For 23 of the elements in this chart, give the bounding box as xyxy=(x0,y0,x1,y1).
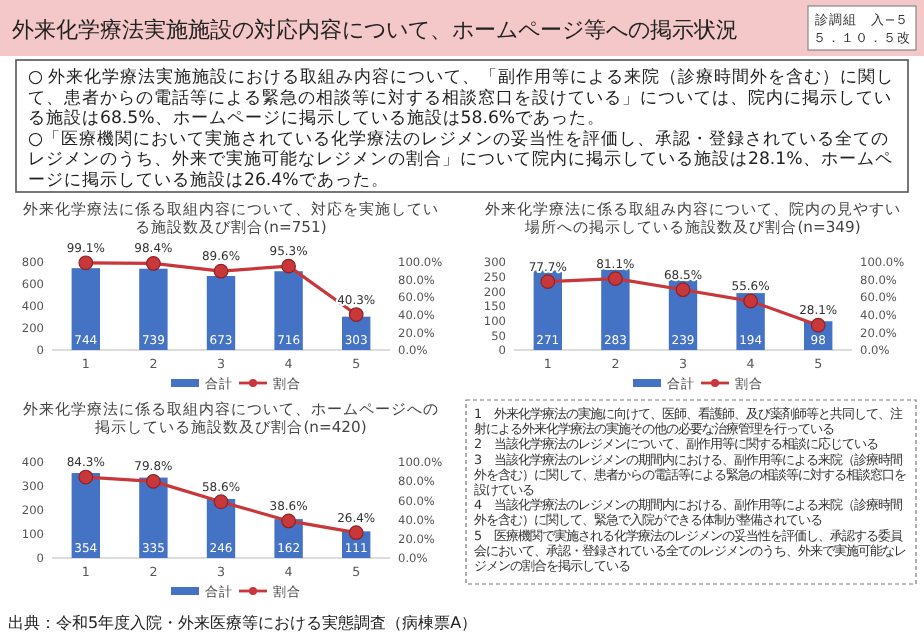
point xyxy=(810,317,826,333)
point xyxy=(348,525,364,541)
point xyxy=(608,271,623,287)
source-note: 出典：令和5年度入院・外来医療等における実態調査（病棟票A） xyxy=(8,614,478,632)
point xyxy=(146,256,161,271)
bar xyxy=(71,268,100,350)
text: 外来化学療法実施施設の対応内容について、ホームページ等への掲示状況 xyxy=(12,17,738,43)
point xyxy=(540,274,556,290)
text: ○ 外来化学療法実施施設における取組み内容について、「副作用等による来院（診療時間外を含む）に関して、患者からの電話等による緊急の相談等に対する相談窓口を設けている」については、院内に掲示している施設は68.5%、ホームページに掲示している施設は58.6%であった。 xyxy=(28,66,895,130)
point xyxy=(675,282,691,298)
bar xyxy=(139,268,168,350)
bar xyxy=(206,275,236,350)
point xyxy=(743,293,758,309)
point xyxy=(78,255,94,271)
text: ○「医療機関において実施されている化学療法のレジメンの妥当性を評価し、承認・登録されている全てのレジメンのうち、外来で実施可能なレジメンの割合」について院内に掲示している施設は28.1%、ホームページに掲示している施設は26.4%であった。 xyxy=(28,127,893,191)
point xyxy=(213,494,229,510)
point xyxy=(78,469,94,485)
point xyxy=(348,307,364,322)
point xyxy=(146,473,161,489)
point xyxy=(281,258,296,274)
point xyxy=(213,263,229,279)
bar xyxy=(274,271,303,350)
point xyxy=(281,513,296,529)
